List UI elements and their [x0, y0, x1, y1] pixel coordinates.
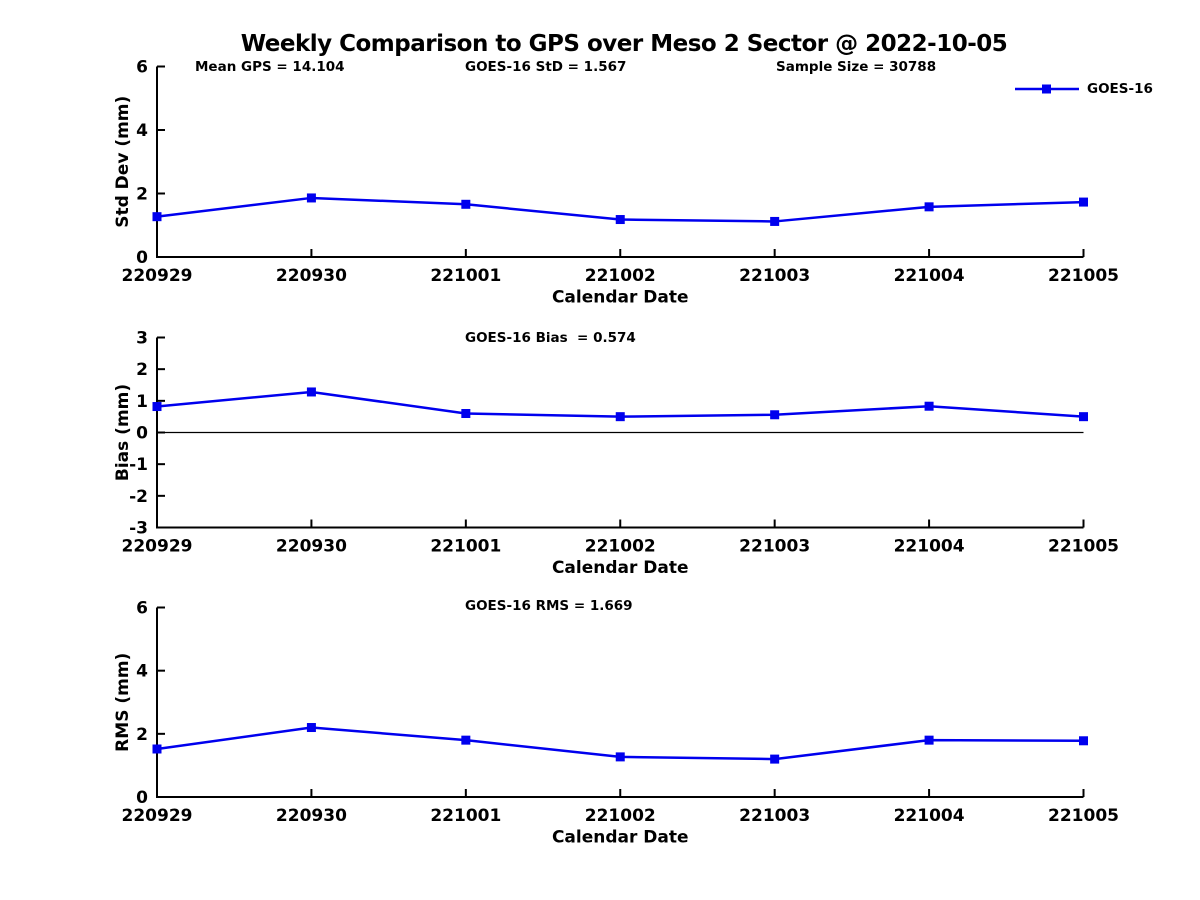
std-dev-plot: 0 2 4 6 220929 220930 221001 221002 221003 221004… — [113, 58, 1119, 308]
stat-goes16-rms: GOES-16 RMS = 1.669 — [465, 598, 633, 614]
x-tick-label: 221003 — [739, 266, 810, 286]
y-tick-label: -1 — [129, 455, 148, 475]
x-tick-label: 221004 — [894, 806, 965, 826]
bias-plot: -3 -2 -1 0 1 2 3 220929 220930 221001 221002 221003… — [113, 329, 1119, 579]
x-tick-label: 221005 — [1048, 537, 1119, 557]
x-tick-label: 221005 — [1048, 266, 1119, 286]
x-tick-label: 220929 — [122, 266, 193, 286]
data-point-marker — [615, 412, 625, 422]
data-point-marker — [924, 202, 934, 212]
y-axis-title: Std Dev (mm) — [113, 96, 133, 228]
data-point-marker — [615, 215, 625, 225]
y-tick-label: -2 — [129, 487, 148, 507]
x-tick-label: 221004 — [894, 266, 965, 286]
y-tick-label: 4 — [136, 121, 148, 141]
y-tick-label: -3 — [129, 519, 148, 539]
y-tick-label: 0 — [136, 248, 148, 268]
data-point-marker — [1079, 197, 1088, 207]
x-axis-title: Calendar Date — [552, 828, 689, 848]
stat-goes16-std: GOES-16 StD = 1.567 — [465, 59, 627, 75]
x-tick-label: 221005 — [1048, 806, 1119, 826]
stat-mean-gps: Mean GPS = 14.104 — [195, 59, 345, 75]
data-point-marker — [152, 212, 162, 222]
data-point-marker — [924, 401, 934, 411]
data-point-marker — [152, 402, 162, 412]
y-tick-label: 2 — [136, 725, 148, 745]
data-point-marker — [1079, 412, 1088, 422]
y-tick-label: 3 — [136, 329, 148, 349]
x-tick-label: 221003 — [739, 537, 810, 557]
rms-plot: 0 2 4 6 220929 220930 221001 221002 221003 221004… — [113, 599, 1119, 848]
data-point-marker — [306, 193, 316, 203]
data-point-marker — [770, 216, 780, 226]
stat-goes16-bias: GOES-16 Bias = 0.574 — [465, 330, 636, 346]
y-tick-label: 4 — [136, 662, 148, 682]
data-point-marker — [461, 409, 471, 418]
stat-sample-size: Sample Size = 30788 — [776, 59, 937, 75]
x-tick-label: 221001 — [430, 266, 501, 286]
x-tick-label: 220929 — [122, 806, 193, 826]
data-point-marker — [306, 723, 316, 733]
data-point-marker — [461, 199, 471, 209]
data-point-marker — [770, 754, 780, 764]
y-tick-label: 1 — [136, 392, 148, 412]
legend-label: GOES-16 — [1087, 81, 1153, 97]
data-point-marker — [306, 387, 316, 397]
x-tick-label: 221001 — [430, 806, 501, 826]
y-tick-label: 0 — [136, 788, 148, 808]
y-tick-label: 0 — [136, 424, 148, 444]
data-point-marker — [1079, 736, 1088, 746]
x-tick-label: 220929 — [122, 537, 193, 557]
y-tick-label: 2 — [136, 185, 148, 205]
y-tick-label: 6 — [136, 599, 148, 619]
x-axis-title: Calendar Date — [552, 288, 689, 308]
y-tick-label: 2 — [136, 360, 148, 380]
x-tick-label: 220930 — [276, 266, 347, 286]
y-tick-label: 6 — [136, 58, 148, 78]
data-point-marker — [615, 752, 625, 762]
y-axis-title: RMS (mm) — [113, 653, 133, 752]
x-tick-label: 221002 — [585, 266, 656, 286]
x-tick-label: 221002 — [585, 537, 656, 557]
y-axis-title: Bias (mm) — [113, 384, 133, 481]
legend-line-marker-icon — [1015, 84, 1079, 94]
x-tick-label: 220930 — [276, 537, 347, 557]
x-tick-label: 221003 — [739, 806, 810, 826]
axes — [156, 607, 1084, 798]
data-point-marker — [924, 735, 934, 745]
data-point-marker — [461, 735, 471, 745]
axes — [156, 66, 1084, 258]
x-tick-label: 220930 — [276, 806, 347, 826]
x-tick-label: 221004 — [894, 537, 965, 557]
data-point-marker — [770, 410, 780, 420]
x-tick-label: 221002 — [585, 806, 656, 826]
figure-title: Weekly Comparison to GPS over Meso 2 Sec… — [240, 31, 1008, 57]
x-tick-label: 221001 — [430, 537, 501, 557]
data-point-marker — [152, 744, 162, 754]
x-axis-title: Calendar Date — [552, 558, 689, 578]
legend: GOES-16 — [1013, 81, 1153, 97]
